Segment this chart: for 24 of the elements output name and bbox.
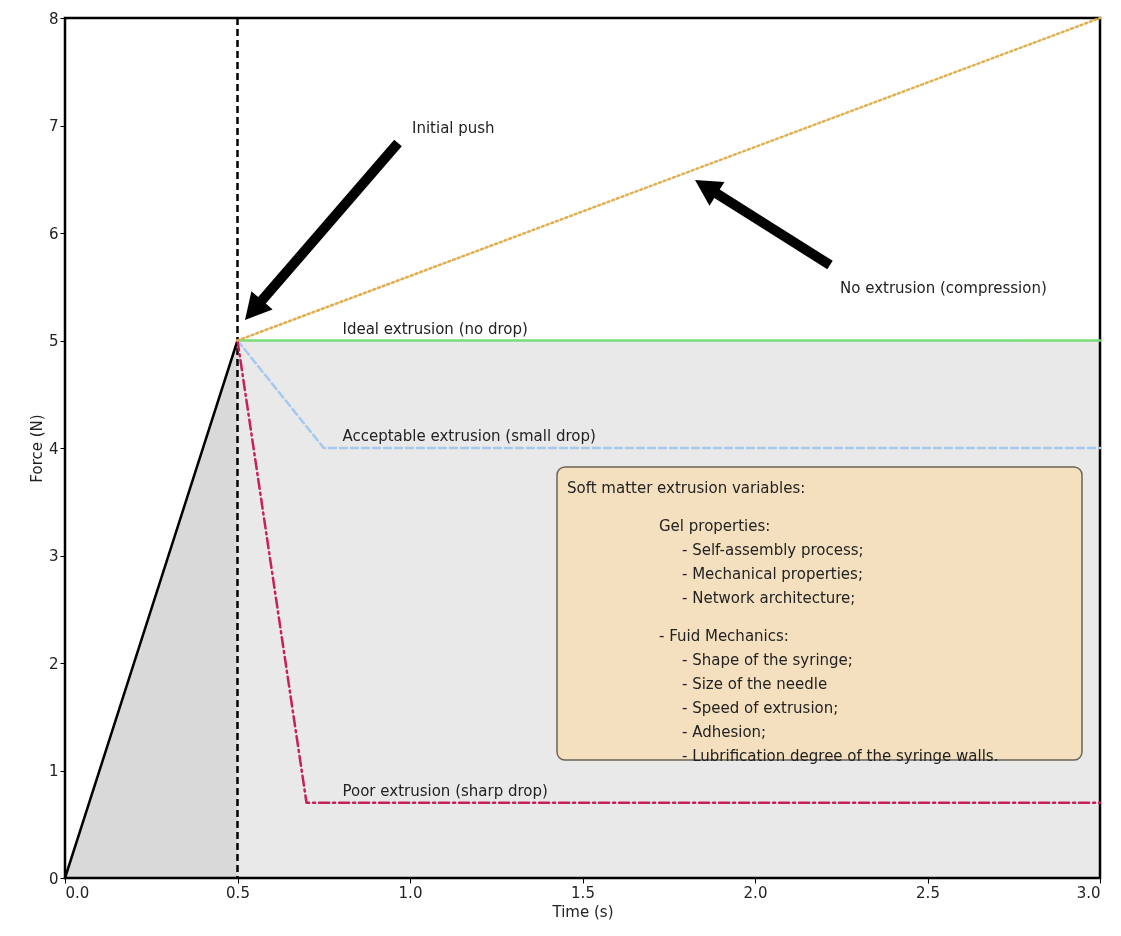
x-tick-label: 2.0 <box>743 883 768 902</box>
y-tick-label: 8 <box>48 9 59 28</box>
x-tick-label: 0.5 <box>226 883 250 902</box>
y-tick-label: 3 <box>48 547 59 565</box>
annotation: No extrusion (compression) <box>840 279 1047 297</box>
y-axis-title: Force (N) <box>27 414 46 483</box>
y-tick-label: 5 <box>48 332 59 350</box>
y-tick-label: 2 <box>48 654 59 673</box>
x-tick-label: 0.0 <box>65 883 90 902</box>
x-tick-label: 3.0 <box>1076 883 1101 902</box>
series-label: Acceptable extrusion (small drop) <box>342 427 596 445</box>
x-axis-title: Time (s) <box>551 902 614 921</box>
series-label: Poor extrusion (sharp drop) <box>342 781 548 800</box>
y-tick-label: 0 <box>48 869 59 888</box>
x-tick-label: 1.0 <box>398 883 423 902</box>
y-tick-label: 7 <box>48 117 59 135</box>
y-tick-label: 1 <box>48 762 59 780</box>
y-tick-label: 4 <box>48 439 59 458</box>
x-tick-label: 2.5 <box>916 883 940 902</box>
annotation: Initial push <box>412 119 495 137</box>
series-label: Ideal extrusion (no drop) <box>342 319 528 338</box>
text: Soft matter extrusion variables: Gel properties: - Self-assembly process; - Mechanical properties; - Network architecture; - Fuid Mechanics: - Shape of the syringe; - Size of the needle - Speed of extrusion; - Adhesion; - Lubrification degree of the syringe walls. <box>567 479 999 765</box>
y-tick-label: 6 <box>48 224 59 243</box>
x-tick-label: 1.5 <box>571 883 595 902</box>
